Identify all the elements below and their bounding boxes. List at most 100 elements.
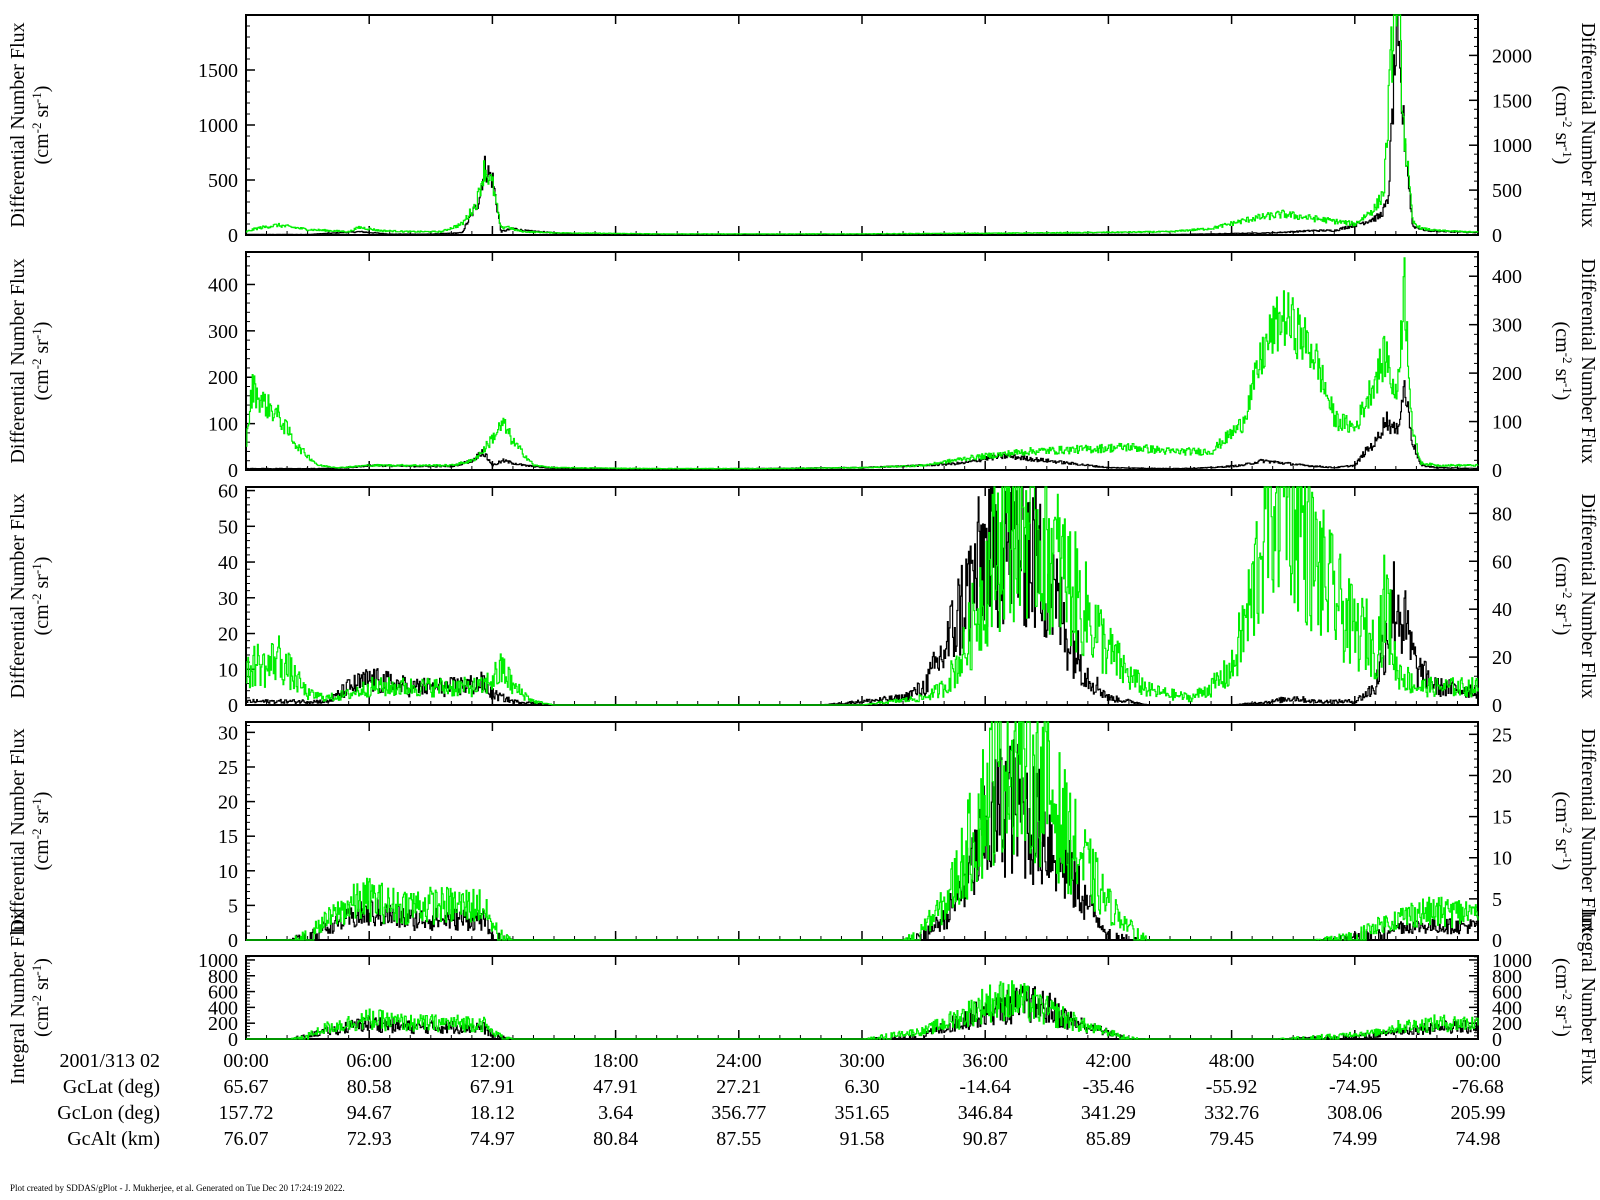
xaxis-row-3-value: 94.67 [347, 1102, 392, 1124]
panel-1-series-black [246, 14, 1479, 236]
panel-2-left-tick-label: 200 [208, 367, 238, 389]
panel-1-right-tick-label: 1500 [1492, 90, 1532, 112]
panel-2-frame [245, 251, 1479, 471]
panel-2-right-tick-label: 100 [1492, 412, 1522, 434]
panel-2-left-tick-label: 400 [208, 274, 238, 296]
xaxis-row-2-value: -14.64 [959, 1076, 1011, 1098]
xaxis-row-label-4: GcAlt (km) [67, 1128, 160, 1150]
panel-2-right-yunit: (cm-2 sr-1) [1551, 322, 1576, 401]
panel-4-left-yunit: (cm-2 sr-1) [29, 792, 54, 871]
panel-4-left-tick-label: 25 [218, 757, 238, 779]
panel-5-left-tick-label: 0 [228, 1029, 238, 1051]
panel-1-left-yunit: (cm-2 sr-1) [29, 86, 54, 165]
panel-3-series-green [246, 486, 1479, 706]
panel-5-left-yunit: (cm-2 sr-1) [29, 958, 54, 1037]
xaxis-row-2-value: 80.58 [347, 1076, 392, 1098]
panel-5-left-ylabel: Integral Number Flux [7, 910, 29, 1084]
xaxis-row-1-value: 18:00 [593, 1050, 639, 1072]
xaxis-row-3-value: 356.77 [711, 1102, 766, 1124]
xaxis-row-4-value: 79.45 [1209, 1128, 1254, 1150]
panel-1-right-ylabel: Differential Number Flux [1577, 22, 1599, 227]
panel-4-left-tick-label: 30 [218, 722, 238, 744]
xaxis-row-1-value: 00:00 [223, 1050, 269, 1072]
panel-4-right-ylabel: Differential Number Flux [1577, 728, 1599, 933]
xaxis-row-label-1: 2001/313 02 [59, 1050, 160, 1072]
panel-5-right-tick-label: 800 [1492, 966, 1522, 988]
xaxis-row-2-value: 27.21 [716, 1076, 761, 1098]
panel-1-frame [245, 14, 1479, 236]
panel-1-right-tick-label: 0 [1492, 225, 1502, 247]
panel-3-right-tick-label: 60 [1492, 551, 1512, 573]
xaxis-row-3-value: 18.12 [470, 1102, 515, 1124]
panel-3-left-yunit: (cm-2 sr-1) [29, 557, 54, 636]
xaxis-row-4-value: 76.07 [224, 1128, 269, 1150]
xaxis-row-4-value: 74.99 [1332, 1128, 1377, 1150]
xaxis-row-2-value: 67.91 [470, 1076, 515, 1098]
xaxis-row-2-value: -76.68 [1452, 1076, 1504, 1098]
panel-5-right-tick-label: 1000 [1492, 950, 1532, 972]
xaxis-row-3-value: 341.29 [1081, 1102, 1136, 1124]
panel-3-left-tick-label: 40 [218, 552, 238, 574]
xaxis-row-1-value: 30:00 [839, 1050, 885, 1072]
xaxis-row-1-value: 42:00 [1086, 1050, 1132, 1072]
xaxis-row-1-value: 12:00 [470, 1050, 516, 1072]
xaxis-row-3-value: 346.84 [958, 1102, 1013, 1124]
panel-1-left-tick-label: 1500 [198, 60, 238, 82]
xaxis-row-2-value: -55.92 [1206, 1076, 1258, 1098]
panel-5-right-tick-label: 0 [1492, 1029, 1502, 1051]
panel-2-series-black [246, 380, 1479, 470]
panel-3-series-black [246, 486, 1479, 706]
xaxis-row-3-value: 332.76 [1204, 1102, 1259, 1124]
panel-3-left-ylabel: Differential Number Flux [7, 493, 29, 698]
panel-3-right-tick-label: 0 [1492, 695, 1502, 717]
xaxis-row-2-value: -35.46 [1083, 1076, 1135, 1098]
panel-4-right-tick-label: 20 [1492, 765, 1512, 787]
xaxis-row-1-value: 06:00 [346, 1050, 392, 1072]
xaxis-row-label-3: GcLon (deg) [57, 1102, 160, 1124]
panel-2-left-tick-label: 0 [228, 460, 238, 482]
xaxis-row-4-value: 85.89 [1086, 1128, 1131, 1150]
panel-2-right-tick-label: 300 [1492, 315, 1522, 337]
panel-2-right-tick-label: 0 [1492, 460, 1502, 482]
panel-5-left-tick-label: 1000 [198, 950, 238, 972]
panel-2-right-tick-label: 400 [1492, 266, 1522, 288]
panel-5-left-tick-label: 400 [208, 997, 238, 1019]
panel-4-series-green [246, 721, 1479, 941]
xaxis-row-4-value: 90.87 [963, 1128, 1008, 1150]
panel-1-right-tick-label: 500 [1492, 180, 1522, 202]
xaxis-row-1-value: 48:00 [1209, 1050, 1255, 1072]
panel-4-left-tick-label: 20 [218, 792, 238, 814]
panel-4-left-tick-label: 0 [228, 930, 238, 952]
xaxis-row-4-value: 74.97 [470, 1128, 515, 1150]
panel-4-right-tick-label: 0 [1492, 930, 1502, 952]
panel-3-right-tick-label: 80 [1492, 503, 1512, 525]
panel-3-left-tick-label: 0 [228, 695, 238, 717]
panel-5-left-tick-label: 600 [208, 982, 238, 1004]
panel-3-left-tick-label: 20 [218, 624, 238, 646]
panel-4-frame [245, 721, 1479, 941]
xaxis-row-2-value: 6.30 [845, 1076, 880, 1098]
xaxis-row-3-value: 205.99 [1451, 1102, 1506, 1124]
xaxis-row-1-value: 24:00 [716, 1050, 762, 1072]
xaxis-row-1-value: 00:00 [1455, 1050, 1501, 1072]
panel-3-left-tick-label: 50 [218, 516, 238, 538]
panel-4-left-ylabel: Differential Number Flux [7, 728, 29, 933]
panel-3-right-ylabel: Differential Number Flux [1577, 493, 1599, 698]
panel-2-left-tick-label: 100 [208, 414, 238, 436]
xaxis-row-3-value: 308.06 [1327, 1102, 1382, 1124]
xaxis-row-label-2: GcLat (deg) [63, 1076, 160, 1098]
panel-2-series-green [246, 257, 1479, 470]
panel-3-left-tick-label: 60 [218, 481, 238, 503]
panel-1-left-ylabel: Differential Number Flux [7, 22, 29, 227]
panel-1-right-yunit: (cm-2 sr-1) [1551, 86, 1576, 165]
panel-5-right-tick-label: 600 [1492, 982, 1522, 1004]
panel-2-right-ylabel: Differential Number Flux [1577, 258, 1599, 463]
panel-2-left-ylabel: Differential Number Flux [7, 258, 29, 463]
panel-1-series-green [246, 14, 1479, 235]
panel-3-left-tick-label: 30 [218, 588, 238, 610]
panel-1-left-tick-label: 500 [208, 170, 238, 192]
panel-2-left-yunit: (cm-2 sr-1) [29, 322, 54, 401]
xaxis-row-4-value: 72.93 [347, 1128, 392, 1150]
xaxis-row-3-value: 3.64 [598, 1102, 633, 1124]
